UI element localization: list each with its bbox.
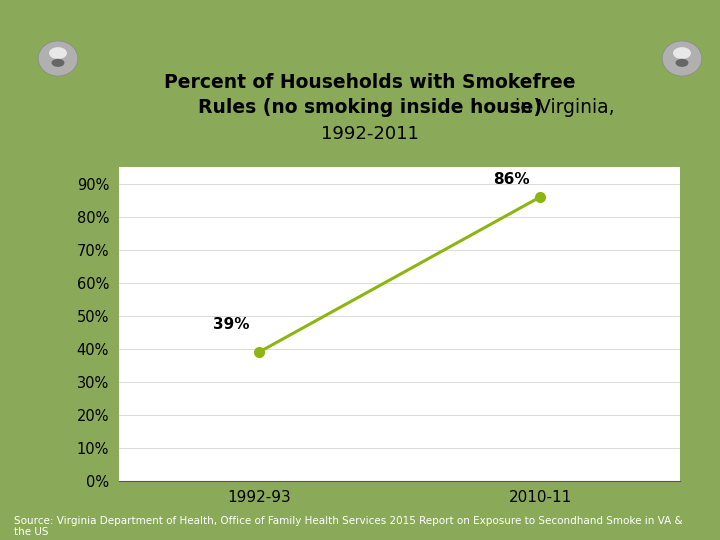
Text: in Virginia,: in Virginia, [515, 98, 614, 117]
Text: Rules (no smoking inside house): Rules (no smoking inside house) [198, 98, 542, 117]
Text: Percent of Households with Smokefree: Percent of Households with Smokefree [164, 73, 576, 92]
Text: 39%: 39% [213, 317, 249, 332]
Text: 1992-2011: 1992-2011 [321, 125, 419, 143]
Text: Source: Virginia Department of Health, Office of Family Health Services 2015 Rep: Source: Virginia Department of Health, O… [14, 516, 683, 537]
Text: 86%: 86% [494, 172, 530, 187]
